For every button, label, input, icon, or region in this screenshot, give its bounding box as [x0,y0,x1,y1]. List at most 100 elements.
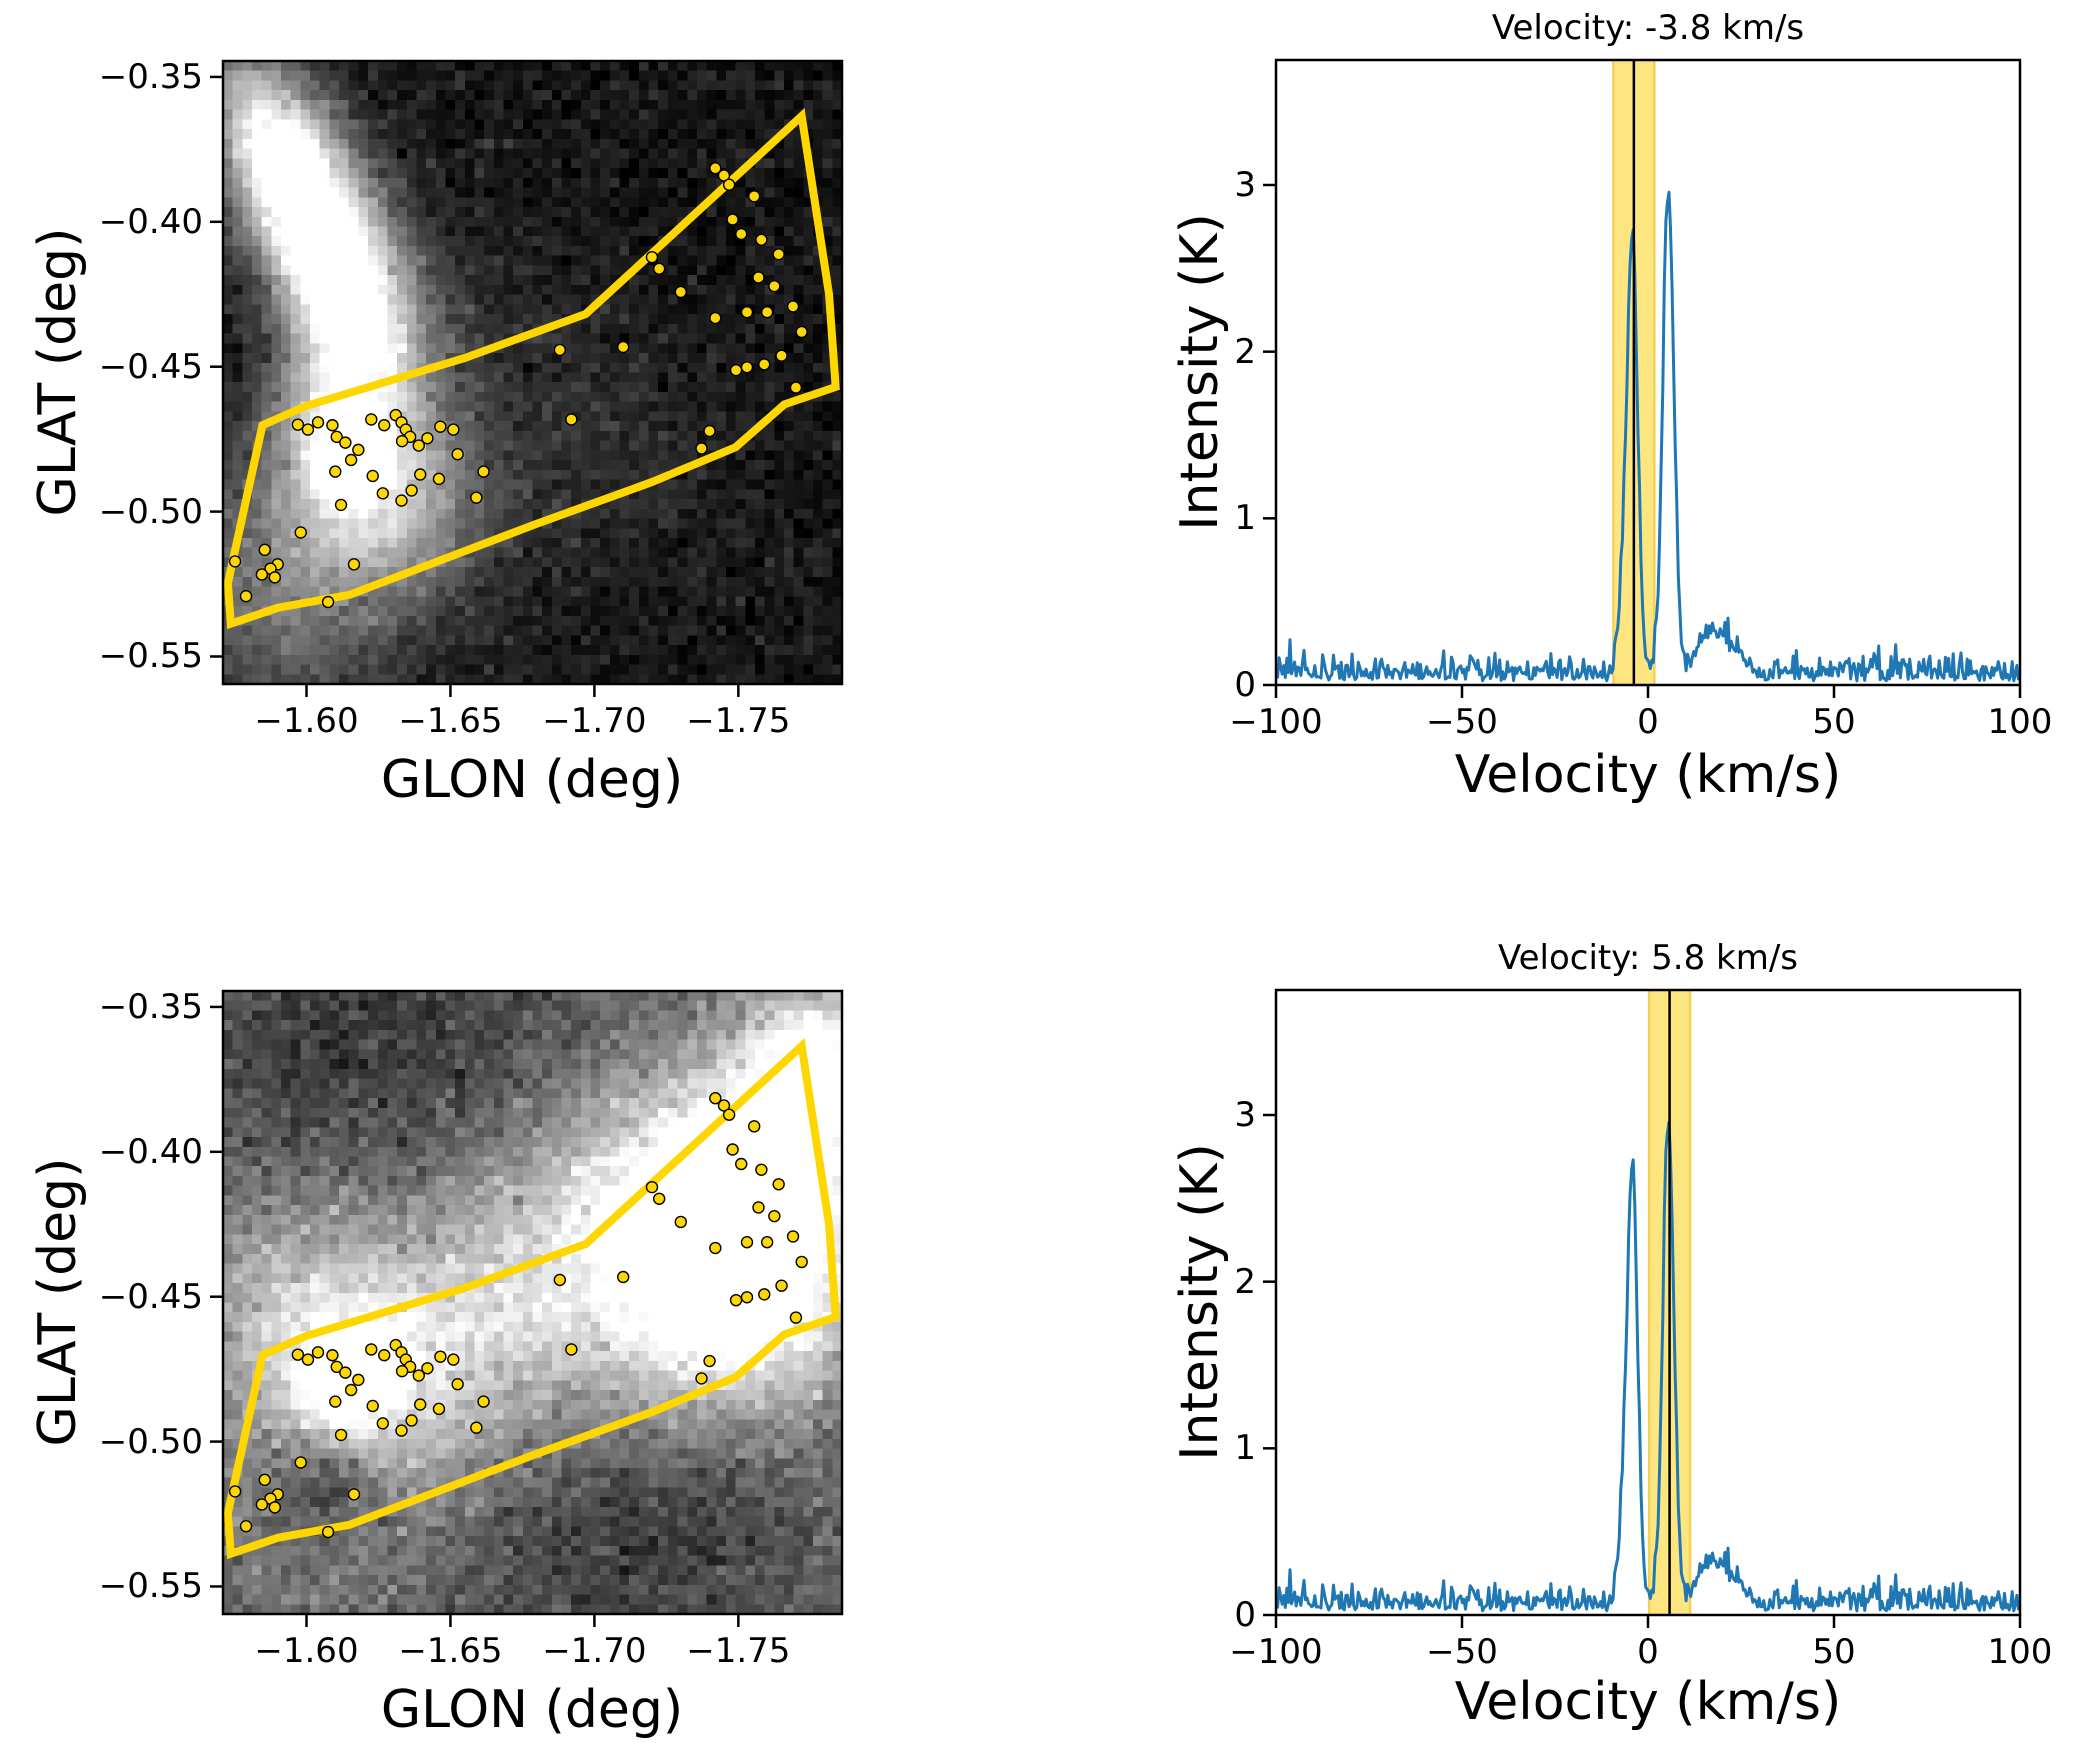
source-point [740,1291,754,1304]
source-point [674,285,687,299]
y-tick-label: −0.35 [98,56,203,97]
source-point [311,416,325,429]
source-point [395,1364,409,1378]
y-tick-label: 2 [1234,1261,1256,1302]
source-point [565,413,578,426]
source-point [772,1178,785,1191]
source-point [412,439,425,452]
source-point [470,491,483,504]
xlabel-map-bottom: GLON (deg) [380,1680,684,1740]
source-point [645,1180,659,1194]
source-point [294,1456,307,1469]
source-point [775,1279,788,1292]
source-point [674,1215,687,1229]
source-point [747,190,761,203]
source-point [709,162,722,175]
source-point [709,1092,722,1105]
source-point [326,419,339,432]
source-point [752,1201,765,1214]
x-tick-label: 100 [1987,1632,2053,1672]
x-tick-label: −100 [1229,702,1323,742]
source-point [740,361,754,374]
source-point [722,1108,736,1121]
source-point [412,1369,425,1382]
source-point [329,1395,342,1408]
source-point [405,1414,418,1427]
source-point [616,1270,630,1284]
y-tick-label: −0.45 [98,1276,203,1317]
source-point [421,1362,434,1375]
source-point [405,484,418,497]
xlabel-map-top: GLON (deg) [380,750,684,810]
source-point [729,1293,743,1307]
y-tick-label: −0.35 [98,986,203,1027]
source-point [414,1398,427,1411]
x-tick-label: −1.60 [254,1631,359,1671]
source-point [421,432,434,445]
source-point [760,306,774,319]
source-point [775,349,788,362]
source-point [329,465,342,478]
source-point [339,1366,352,1379]
x-tick-label: −50 [1426,702,1498,742]
y-tick-label: −0.40 [98,201,203,242]
source-point [347,1488,361,1501]
y-tick-label: −0.50 [98,1421,203,1462]
source-point [789,1311,803,1324]
source-point [395,1424,408,1437]
source-point [747,1120,761,1133]
source-point [334,498,348,512]
y-tick-label: 1 [1234,1428,1256,1469]
x-tick-label: 0 [1637,1632,1659,1672]
source-point [268,1501,282,1514]
source-point [795,1255,808,1269]
source-point [352,443,365,457]
source-point [709,311,722,325]
x-tick-label: −100 [1229,1632,1323,1672]
source-point [344,1383,358,1397]
y-tick-label: −0.55 [98,1566,203,1607]
y-tick-label: 3 [1234,1095,1256,1135]
source-point [376,487,389,500]
source-point [768,279,781,293]
source-point [786,300,800,313]
source-point [255,568,269,581]
x-tick-label: −1.65 [398,1631,503,1671]
y-tick-label: 1 [1234,498,1256,539]
source-point [311,1346,325,1359]
ylabel-spectrum-top: Intensity (K) [1170,213,1230,531]
y-tick-label: −0.45 [98,346,203,387]
source-point [752,271,765,284]
source-point [366,1399,379,1413]
source-point [740,306,754,319]
spectrum-group [1276,990,2020,1615]
source-point [703,1354,716,1368]
source-point [321,1525,335,1539]
source-point [772,248,785,261]
source-point [414,468,427,481]
source-point [786,1230,800,1243]
y-tick-label: 0 [1234,665,1256,705]
source-point [294,526,307,539]
source-point [326,1349,339,1362]
source-point [291,418,305,431]
source-point [258,543,271,557]
source-point [347,558,361,571]
source-point [451,448,464,461]
source-point [760,1236,774,1249]
source-point [339,436,352,449]
region-polygon [223,108,840,630]
source-point [726,213,739,226]
source-point [755,233,768,246]
x-tick-label: −1.65 [398,701,503,741]
source-point [395,494,408,507]
source-point [344,453,358,467]
region-polygon [223,1038,840,1560]
source-point [789,381,803,394]
source-point [709,1241,722,1255]
source-point [365,1343,378,1356]
y-tick-label: 3 [1234,165,1256,205]
source-point [447,1353,460,1366]
y-tick-label: 0 [1234,1595,1256,1635]
source-point [395,434,409,448]
